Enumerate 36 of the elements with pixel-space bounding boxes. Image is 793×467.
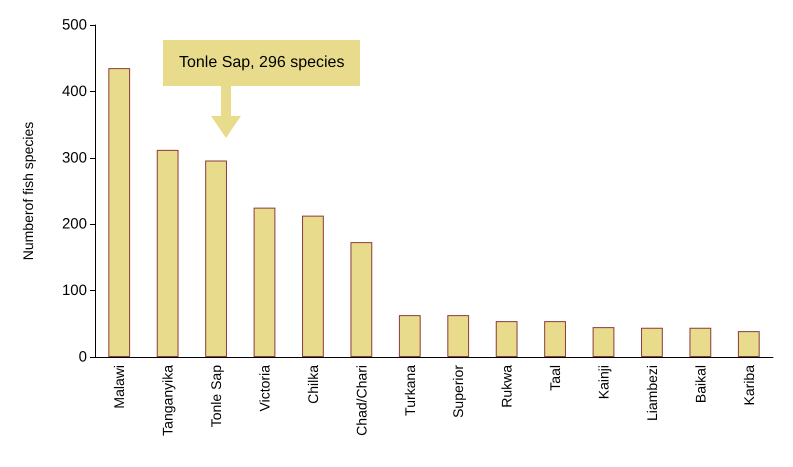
bar bbox=[689, 328, 712, 357]
x-tick-label: Rukwa bbox=[498, 364, 515, 408]
bar bbox=[544, 321, 566, 357]
x-tick-label: Chilka bbox=[304, 364, 321, 404]
x-tick-label: Tanganyika bbox=[160, 364, 176, 436]
annotation: Tonle Sap, 296 species bbox=[163, 40, 360, 86]
y-tick-label: 100 bbox=[62, 282, 87, 300]
bar bbox=[254, 208, 276, 357]
x-tick-label: Victoria bbox=[256, 364, 272, 412]
bar bbox=[205, 160, 227, 357]
x-tick-label: Superior bbox=[450, 364, 466, 418]
x-tick-label: Kainji bbox=[596, 365, 612, 400]
bar bbox=[496, 321, 518, 357]
bar bbox=[350, 242, 372, 357]
x-tick-label: Kariba bbox=[740, 364, 757, 406]
bar bbox=[108, 68, 130, 357]
x-tick-label: Chad/Chari bbox=[353, 365, 370, 436]
y-axis-title: Numberof fish species bbox=[20, 122, 36, 260]
y-tick-label: 0 bbox=[78, 348, 87, 366]
bar bbox=[738, 331, 760, 357]
y-tick-label: 300 bbox=[62, 149, 87, 166]
bar bbox=[302, 216, 324, 357]
bar bbox=[398, 315, 421, 357]
bar bbox=[156, 150, 179, 357]
x-tick-label: Tonle Sap bbox=[208, 364, 224, 428]
y-tick-label: 500 bbox=[62, 16, 87, 34]
x-tick-label: Turkana bbox=[402, 364, 418, 416]
y-tick-label: 400 bbox=[62, 82, 87, 100]
bar bbox=[641, 328, 663, 357]
bar bbox=[447, 315, 470, 357]
bar bbox=[592, 327, 614, 357]
y-tick-label: 200 bbox=[62, 216, 87, 233]
x-tick-label: Malawi bbox=[111, 365, 128, 409]
x-tick-label: Taal bbox=[547, 365, 564, 391]
x-tick-label: Baikal bbox=[692, 365, 708, 404]
x-tick-label: Liambezi bbox=[644, 365, 660, 422]
